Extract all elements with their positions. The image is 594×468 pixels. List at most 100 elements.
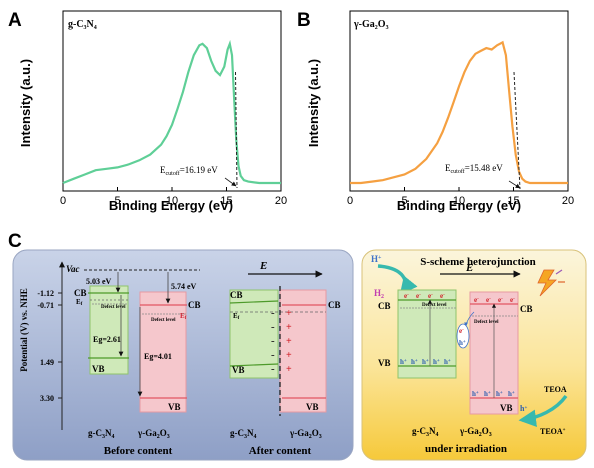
positive-charge: + (286, 336, 292, 347)
s-gcn-cb-label: CB (378, 301, 391, 311)
cutoff-arrow-a (224, 177, 237, 187)
hole-mark: h+ (422, 358, 429, 366)
ga2o3-material-label-after: γ-Ga2O3 (289, 428, 322, 440)
hole-mark: h+ (484, 390, 491, 398)
gcn-defect-label: Defect level (101, 305, 126, 310)
s-gcn-holes: h+ h+ h+ h+ h+ (400, 358, 451, 366)
panel-a-ticks: 0 5 10 15 20 (60, 187, 287, 207)
gcn-cb-label: CB (74, 288, 87, 298)
panel-letter-c: C (8, 231, 22, 252)
hole-mark: h+ (472, 390, 479, 398)
cutoff-annotation-b: Ecutoff=15.48 eV (445, 163, 503, 175)
x-tick-label: 15 (220, 195, 232, 207)
gcn-material-label: g-C3N4 (88, 428, 115, 440)
panel-b: B γ-Ga₂O₃ 0 5 10 15 20 Ecutoff=15.48 eV Bind… (297, 10, 574, 213)
panel-letter-b: B (297, 10, 311, 31)
gcn-workfunction-label: 5.03 eV (86, 277, 112, 286)
panel-b-ticks: 0 5 10 15 20 (347, 187, 574, 207)
ga2o3-bandgap-label: Eg=4.01 (144, 352, 172, 361)
s-gcn-material-label: g-C3N4 (412, 426, 439, 438)
hole-mark: h+ (508, 390, 515, 398)
hole-mark: h+ (444, 358, 451, 366)
ga2o3-defect-label: Defect level (151, 318, 176, 323)
level-label: -1.12 (37, 289, 54, 298)
ga2o3-cb-label: CB (188, 300, 201, 310)
teoa-oxidation-arrow (518, 394, 568, 427)
after-contact-caption: After content (249, 445, 312, 457)
positive-charge: + (286, 308, 292, 319)
panel-letter-a: A (8, 10, 22, 31)
electron-mark: e- (498, 296, 503, 304)
ga2o3-vb-label-after: VB (306, 402, 319, 412)
electron-mark: e- (440, 292, 445, 300)
teoa-hole: h+ (520, 404, 527, 413)
ga2o3-cb-label-after: CB (328, 300, 341, 310)
ga2o3-vb-label: VB (168, 402, 181, 412)
x-tick-label: 20 (562, 195, 574, 207)
proton-label: H+ (371, 254, 382, 264)
gcn-fermi-label: Ef (76, 298, 83, 307)
s-gcn-band-box (397, 289, 457, 379)
ga2o3-workfunction-label: 5.74 eV (171, 282, 197, 291)
s-ga2o3-defect-label: Defect level (474, 320, 499, 325)
teoa-plus-label: TEOA+ (540, 427, 566, 436)
electron-mark: e- (486, 296, 491, 304)
electric-field-label-left: E (259, 260, 267, 272)
cutoff-tangent-b (513, 71, 521, 190)
cutoff-arrow-b (508, 180, 521, 189)
electron-mark: e- (428, 292, 433, 300)
gcn-band-box (89, 285, 129, 375)
gcn-cb-after (229, 300, 279, 304)
electron-mark: e- (474, 296, 479, 304)
gcn-material-label-after: g-C3N4 (230, 428, 257, 440)
s-ga2o3-holes: h+ h+ h+ h+ (472, 390, 515, 398)
negative-charge: - (271, 363, 275, 375)
x-tick-label: 5 (401, 195, 407, 207)
h2-label: H2 (374, 288, 384, 300)
level-label: -0.71 (37, 301, 54, 310)
gcn-vb-label-after: VB (232, 365, 245, 375)
s-gcn-vb-label: VB (378, 358, 391, 368)
ga2o3-fermi-label: Ef (180, 312, 187, 321)
gcn-band-box-after (229, 289, 279, 379)
potential-axis-label: Potential (V) vs. NHE (19, 288, 29, 372)
hole-mark: h+ (400, 358, 407, 366)
recombination-arrow (464, 311, 475, 327)
positive-charge: + (286, 322, 292, 333)
hole-mark: h+ (496, 390, 503, 398)
x-tick-label: 5 (114, 195, 120, 207)
s-ga2o3-material-label: γ-Ga2O3 (459, 426, 492, 438)
s-ga2o3-electrons: e-e-e-e- (474, 296, 515, 304)
x-axis-label-b: Binding Energy (eV) (397, 198, 521, 213)
positive-charge: + (286, 364, 292, 375)
negative-charge: - (271, 321, 275, 333)
x-axis-label-a: Binding Energy (eV) (109, 198, 233, 213)
gcn-vb-label: VB (92, 364, 105, 374)
panel-c: C Potential (V) vs. NHE -1.12 -0.71 1.49… (8, 231, 587, 461)
hole-mark: h+ (433, 358, 440, 366)
teoa-label: TEOA (544, 385, 567, 394)
level-label: 3.30 (40, 394, 54, 403)
electron-mark: e- (510, 296, 515, 304)
panel-a-material: g-C₃N₄ (68, 19, 97, 30)
vacuum-label: Vac (66, 264, 80, 274)
electron-mark: e- (404, 292, 409, 300)
panel-a: A g-C₃N₄ 0 5 10 15 20 Ecutoff=16.19 eV Bindi… (8, 10, 287, 213)
series-line-gcn (62, 39, 281, 185)
gcn-cb-label-after: CB (230, 290, 243, 300)
electron-mark: e- (416, 292, 421, 300)
light-bolt-icon (537, 269, 557, 297)
gcn-vb-after (229, 363, 279, 367)
x-tick-label: 20 (275, 195, 287, 207)
panel-b-material: γ-Ga₂O₃ (353, 19, 389, 30)
panel-b-frame (349, 10, 569, 192)
s-scheme-title: S-scheme heterojunction (420, 256, 536, 268)
ga2o3-band-box-after (279, 289, 327, 413)
cutoff-tangent-a (235, 71, 238, 189)
series-line-ga2o3 (350, 40, 568, 185)
y-axis-label-b: Intensity (a.u.) (306, 59, 321, 147)
recombination-electron: e- (459, 327, 464, 335)
ga2o3-band-box (139, 291, 187, 413)
electric-field-label-right: E (465, 262, 473, 274)
